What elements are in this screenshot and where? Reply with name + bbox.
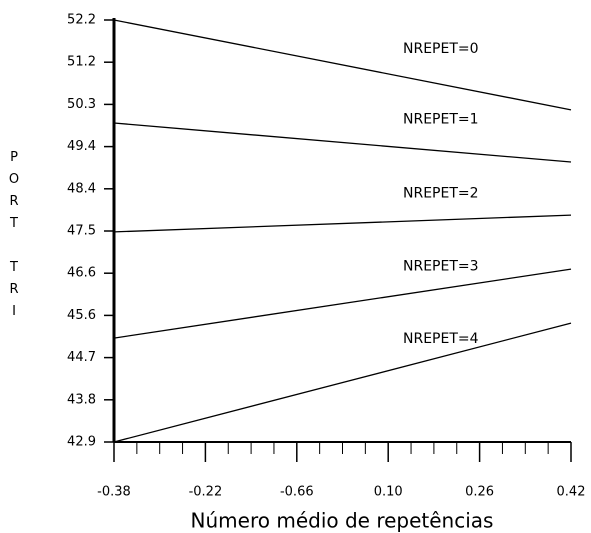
y-tick-label: 45.6 [67, 308, 96, 323]
series-label: NREPET=4 [403, 331, 479, 347]
y-tick-label: 44.7 [67, 350, 96, 365]
series-label: NREPET=3 [403, 258, 479, 274]
x-tick-label: -0.66 [280, 485, 314, 500]
x-tick-label: -0.38 [97, 485, 131, 500]
x-tick-label: 0.42 [557, 485, 586, 500]
series-line [113, 268, 572, 339]
y-tick-label: 49.4 [67, 139, 96, 154]
y-tick-label: 50.3 [67, 97, 96, 112]
series-label: NREPET=0 [403, 41, 479, 57]
series-label: NREPET=2 [403, 185, 479, 201]
series-line [113, 214, 572, 233]
y-axis-label: PORT TRI [7, 150, 22, 326]
series-label: NREPET=1 [403, 112, 479, 128]
y-tick-label: 43.8 [67, 392, 96, 407]
x-tick-label: -0.22 [189, 485, 223, 500]
y-tick-label: 47.5 [67, 224, 96, 239]
y-tick-label: 46.6 [67, 266, 96, 281]
series-line [113, 122, 572, 163]
series-line [113, 322, 572, 443]
y-tick-label: 51.2 [67, 55, 96, 70]
series-line [113, 19, 572, 111]
y-tick-label: 48.4 [67, 181, 96, 196]
x-tick-label: 0.26 [465, 485, 494, 500]
x-tick-label: 0.10 [374, 485, 403, 500]
x-axis-label: Número médio de repetências [191, 509, 494, 533]
y-tick-label: 52.2 [67, 13, 96, 28]
y-tick-label: 42.9 [67, 435, 96, 450]
